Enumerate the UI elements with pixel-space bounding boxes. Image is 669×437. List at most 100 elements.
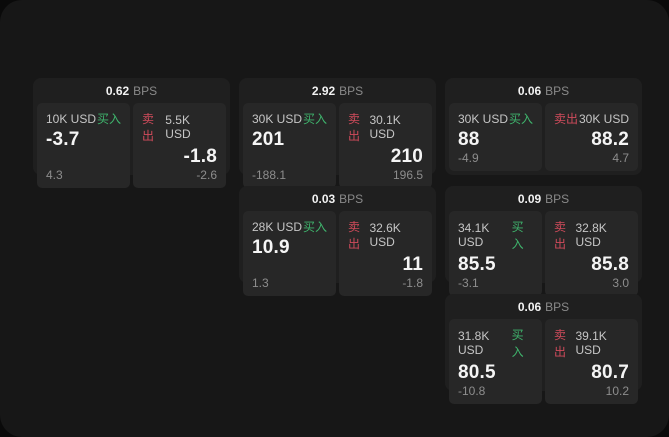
sell-delta: -1.8	[402, 276, 423, 290]
quote-card: 0.06 BPS 30K USD 买入 88 -4.9 卖出 30K USD	[445, 78, 642, 175]
sell-side-label: 卖出	[554, 328, 567, 359]
sell-panel-header: 卖出 30K USD	[554, 110, 629, 127]
sell-price: 88.2	[591, 129, 629, 150]
buy-panel-header: 34.1K USD 买入	[458, 218, 533, 252]
buy-side-label: 买入	[508, 112, 533, 126]
sell-price: 210	[390, 146, 423, 167]
quote-card: 0.03 BPS 28K USD 买入 10.9 1.3 卖出 32.6K US…	[239, 186, 436, 296]
sell-quote-panel[interactable]: 卖出 5.5K USD -1.8 -2.6	[133, 103, 226, 188]
buy-price: -3.7	[46, 129, 80, 150]
bps-value: 0.06	[517, 299, 542, 314]
bps-value: 0.62	[105, 83, 130, 98]
sell-panel-header: 卖出 5.5K USD	[142, 110, 217, 144]
buy-side-label: 买入	[302, 220, 327, 234]
bps-value: 0.09	[517, 191, 542, 206]
buy-price: 201	[252, 129, 285, 150]
buy-quote-panel[interactable]: 31.8K USD 买入 80.5 -10.8	[449, 319, 542, 404]
buy-side-label: 买入	[96, 112, 121, 126]
sell-side-label: 卖出	[348, 220, 361, 251]
buy-delta: 1.3	[252, 276, 269, 290]
bps-value: 2.92	[311, 83, 336, 98]
sell-quote-panel[interactable]: 卖出 30K USD 88.2 4.7	[545, 103, 638, 171]
sell-size-label: 5.5K USD	[165, 113, 191, 141]
card-header: 0.06 BPS	[445, 78, 642, 103]
buy-price: 10.9	[252, 237, 290, 258]
buy-price: 80.5	[458, 362, 496, 383]
buy-quote-panel[interactable]: 30K USD 买入 201 -188.1	[243, 103, 336, 188]
sell-delta: 10.2	[605, 384, 629, 398]
buy-size-label: 10K USD	[46, 111, 97, 126]
buy-quote-panel[interactable]: 34.1K USD 买入 85.5 -3.1	[449, 211, 542, 296]
sell-price: 11	[402, 254, 423, 275]
quote-panels: 10K USD 买入 -3.7 4.3 卖出 5.5K USD -1.8 -2.…	[33, 103, 230, 192]
bps-unit-label: BPS	[545, 191, 570, 206]
sell-delta: 196.5	[392, 168, 423, 182]
bps-value: 0.03	[311, 191, 336, 206]
card-header: 0.03 BPS	[239, 186, 436, 211]
buy-size-label: 30K USD	[458, 111, 509, 126]
card-header: 0.06 BPS	[445, 294, 642, 319]
card-header: 2.92 BPS	[239, 78, 436, 103]
buy-side-label: 买入	[302, 112, 327, 126]
quote-card: 0.09 BPS 34.1K USD 买入 85.5 -3.1 卖出 32.8K…	[445, 186, 642, 296]
sell-panel-header: 卖出 32.8K USD	[554, 218, 629, 252]
buy-size-label: 30K USD	[252, 111, 303, 126]
sell-size-label: 30K USD	[578, 111, 629, 126]
buy-panel-header: 28K USD 买入	[252, 218, 327, 235]
buy-quote-panel[interactable]: 30K USD 买入 88 -4.9	[449, 103, 542, 171]
sell-quote-panel[interactable]: 卖出 30.1K USD 210 196.5	[339, 103, 432, 188]
sell-quote-panel[interactable]: 卖出 32.8K USD 85.8 3.0	[545, 211, 638, 296]
buy-panel-header: 30K USD 买入	[252, 110, 327, 127]
sell-side-label: 卖出	[554, 220, 567, 251]
sell-side-label: 卖出	[348, 112, 361, 143]
buy-side-label: 买入	[511, 328, 524, 359]
buy-panel-header: 30K USD 买入	[458, 110, 533, 127]
sell-panel-header: 卖出 32.6K USD	[348, 218, 423, 252]
sell-side-label: 卖出	[554, 112, 579, 126]
sell-panel-header: 卖出 39.1K USD	[554, 326, 629, 360]
buy-delta: -3.1	[458, 276, 479, 290]
sell-delta: 3.0	[612, 276, 629, 290]
quote-panels: 34.1K USD 买入 85.5 -3.1 卖出 32.8K USD 85.8…	[445, 211, 642, 300]
sell-price: 85.8	[591, 254, 629, 275]
card-header: 0.62 BPS	[33, 78, 230, 103]
bps-unit-label: BPS	[133, 83, 158, 98]
quote-panels: 31.8K USD 买入 80.5 -10.8 卖出 39.1K USD 80.…	[445, 319, 642, 408]
buy-size-label: 31.8K USD	[458, 329, 490, 357]
buy-delta: -4.9	[458, 151, 479, 165]
sell-size-label: 32.6K USD	[369, 221, 401, 249]
sell-delta: -2.6	[196, 168, 217, 182]
sell-quote-panel[interactable]: 卖出 32.6K USD 11 -1.8	[339, 211, 432, 296]
bps-unit-label: BPS	[339, 191, 364, 206]
quote-cards-grid: 0.62 BPS 10K USD 买入 -3.7 4.3 卖出 5.5K USD	[33, 78, 642, 404]
bps-unit-label: BPS	[545, 299, 570, 314]
quote-panels: 30K USD 买入 88 -4.9 卖出 30K USD 88.2 4.7	[445, 103, 642, 175]
sell-quote-panel[interactable]: 卖出 39.1K USD 80.7 10.2	[545, 319, 638, 404]
bps-value: 0.06	[517, 83, 542, 98]
bps-unit-label: BPS	[339, 83, 364, 98]
buy-size-label: 34.1K USD	[458, 221, 490, 249]
bps-unit-label: BPS	[545, 83, 570, 98]
sell-size-label: 39.1K USD	[575, 329, 607, 357]
buy-delta: -188.1	[252, 168, 287, 182]
buy-price: 88	[458, 129, 480, 150]
buy-panel-header: 31.8K USD 买入	[458, 326, 533, 360]
sell-delta: 4.7	[612, 151, 629, 165]
sell-price: 80.7	[591, 362, 629, 383]
buy-delta: 4.3	[46, 168, 63, 182]
quote-panels: 30K USD 买入 201 -188.1 卖出 30.1K USD 210 1…	[239, 103, 436, 192]
quote-panels: 28K USD 买入 10.9 1.3 卖出 32.6K USD 11 -1.8	[239, 211, 436, 300]
buy-quote-panel[interactable]: 10K USD 买入 -3.7 4.3	[37, 103, 130, 188]
buy-panel-header: 10K USD 买入	[46, 110, 121, 127]
quote-card: 0.62 BPS 10K USD 买入 -3.7 4.3 卖出 5.5K USD	[33, 78, 230, 188]
sell-price: -1.8	[183, 146, 217, 167]
buy-quote-panel[interactable]: 28K USD 买入 10.9 1.3	[243, 211, 336, 296]
buy-side-label: 买入	[511, 220, 524, 251]
sell-panel-header: 卖出 30.1K USD	[348, 110, 423, 144]
buy-delta: -10.8	[458, 384, 486, 398]
sell-side-label: 卖出	[142, 112, 155, 143]
buy-size-label: 28K USD	[252, 219, 303, 234]
card-header: 0.09 BPS	[445, 186, 642, 211]
quote-card: 2.92 BPS 30K USD 买入 201 -188.1 卖出 30.1K …	[239, 78, 436, 188]
